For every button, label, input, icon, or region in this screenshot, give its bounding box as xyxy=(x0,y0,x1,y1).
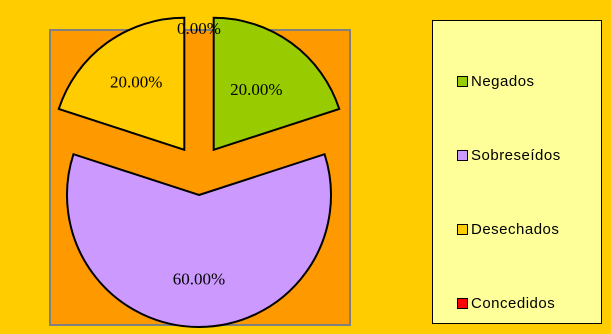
legend-label-negados: Negados xyxy=(471,73,535,90)
legend-item-desechados: Desechados xyxy=(457,221,559,238)
pie-slice-sobreseidos xyxy=(66,152,332,329)
legend-label-desechados: Desechados xyxy=(471,221,560,238)
legend-swatch-desechados xyxy=(457,224,468,235)
legend-swatch-concedidos xyxy=(457,298,468,309)
data-label-sobreseidos: 60.00% xyxy=(173,270,225,289)
data-label-desechados: 20.00% xyxy=(110,72,162,91)
legend: Negados Sobreseídos Desechados Concedido… xyxy=(432,20,602,324)
legend-item-negados: Negados xyxy=(457,73,535,90)
legend-label-sobreseidos: Sobreseídos xyxy=(471,147,561,164)
legend-item-concedidos: Concedidos xyxy=(457,295,555,312)
legend-label-concedidos: Concedidos xyxy=(471,295,556,312)
pie-slices xyxy=(57,16,341,329)
legend-swatch-negados xyxy=(457,76,468,87)
legend-swatch-sobreseidos xyxy=(457,150,468,161)
pie-slice-desechados xyxy=(57,16,186,152)
data-label-concedidos: 0.00% xyxy=(177,19,221,38)
data-label-negados: 20.00% xyxy=(230,80,282,99)
pie-slice-negados xyxy=(212,16,341,152)
legend-item-sobreseidos: Sobreseídos xyxy=(457,147,561,164)
pie-data-labels: 20.00% 60.00% 20.00% 0.00% xyxy=(110,19,283,289)
